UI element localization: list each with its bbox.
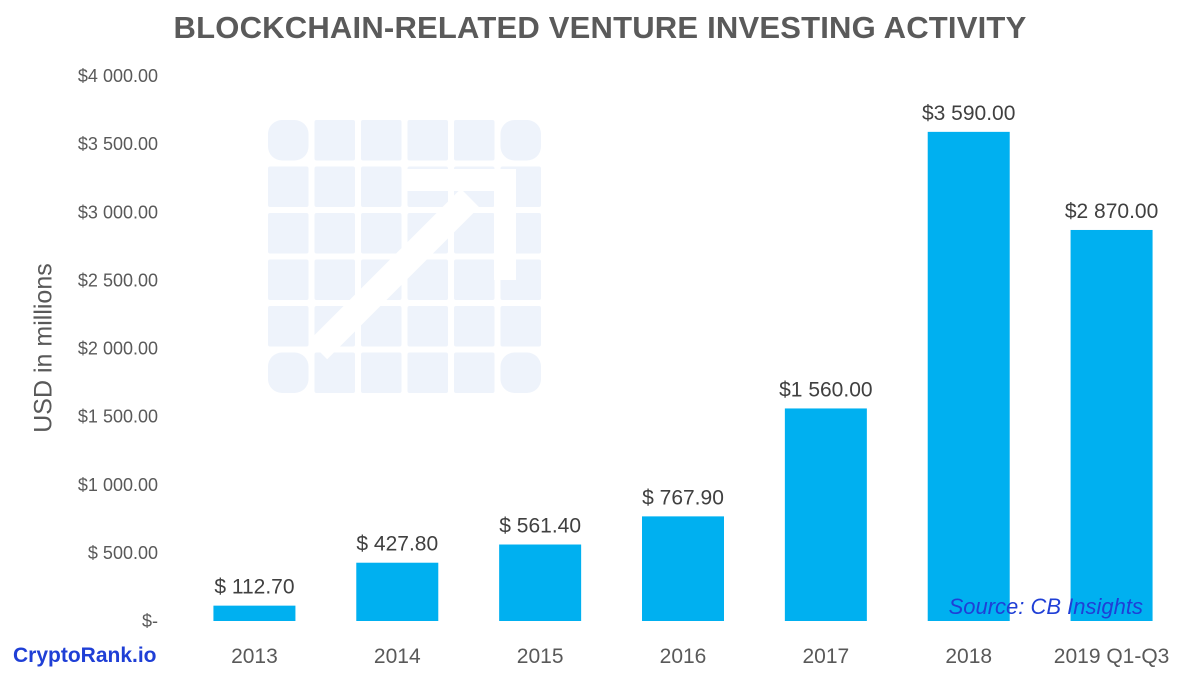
y-tick-label: $ 500.00 [88,543,158,563]
x-tick-label: 2014 [374,645,421,668]
data-label: $ 561.40 [499,515,581,538]
x-tick-label: 2016 [660,645,707,668]
x-tick-label: 2013 [231,645,278,668]
data-label: $1 560.00 [779,378,872,401]
watermark-icon [268,120,541,393]
y-tick-label: $2 500.00 [78,270,158,290]
data-label: $ 767.90 [642,486,724,509]
y-tick-label: $1 500.00 [78,407,158,427]
chart-title: BLOCKCHAIN-RELATED VENTURE INVESTING ACT… [173,10,1027,45]
x-axis-ticks: 2013 2014 2015 2016 2017 2018 2019 Q1-Q3 [231,645,1169,668]
y-tick-label: $3 000.00 [78,202,158,222]
y-tick-label: $3 500.00 [78,134,158,154]
x-tick-label: 2018 [945,645,992,668]
data-label: $ 427.80 [356,533,438,556]
y-tick-label: $2 000.00 [78,339,158,359]
bars: $ 112.70 $ 427.80 $ 561.40 $ 767.90 $1 560.0… [213,102,1158,622]
bar [927,131,1010,622]
data-label: $3 590.00 [922,102,1015,125]
bar [356,562,439,621]
y-axis-ticks: $- $ 500.00 $1 000.00 $1 500.00 $2 000.00 $2 … [78,66,158,631]
y-tick-label: $- [142,611,158,631]
data-label: $ 112.70 [214,576,294,599]
y-tick-label: $4 000.00 [78,66,158,86]
source-note: Source: CB Insights [948,594,1143,619]
x-tick-label: 2015 [517,645,564,668]
y-axis-label: USD in millions [29,263,58,433]
bar [784,408,867,621]
cryptorank-logo[interactable]: CryptoRank.io [13,644,157,667]
bar [499,544,582,621]
bar [1070,229,1153,621]
data-label: $2 870.00 [1065,200,1158,223]
y-tick-label: $1 000.00 [78,475,158,495]
bar [642,516,724,621]
x-tick-label: 2017 [802,645,849,668]
bar [213,605,296,621]
x-tick-label: 2019 Q1-Q3 [1054,645,1170,668]
